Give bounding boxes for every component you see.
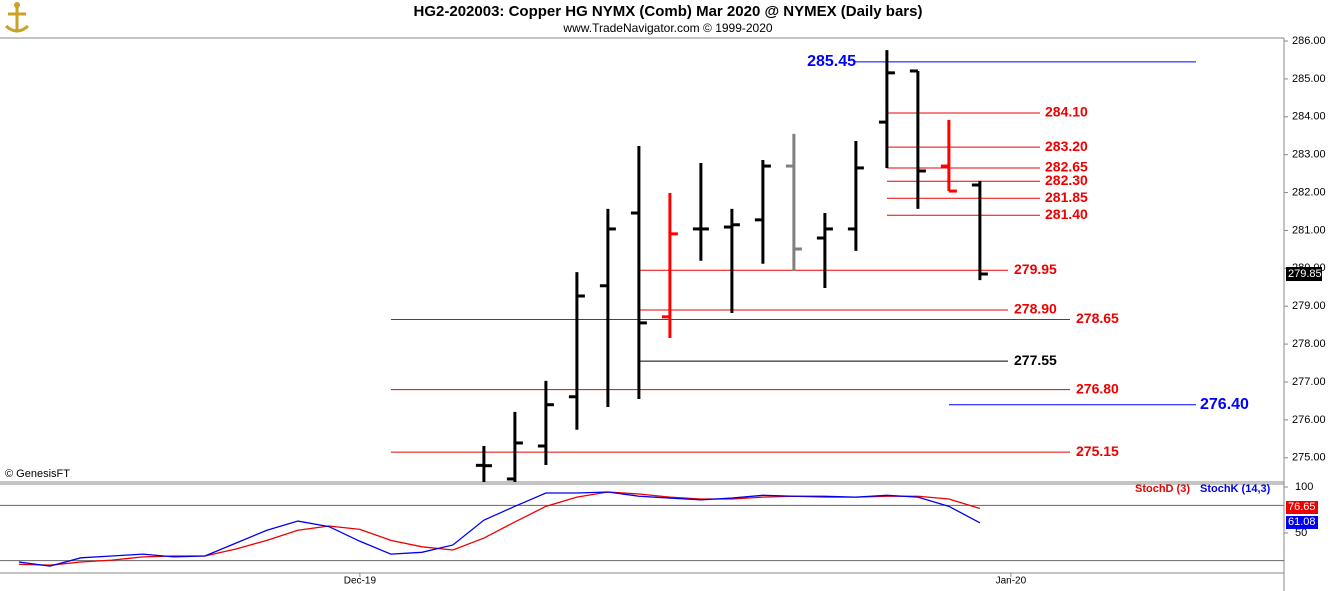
level-label: 284.10 [1045, 104, 1088, 120]
y-tick-label: 100 [1295, 481, 1313, 493]
level-label: 285.45 [807, 53, 856, 70]
level-label: 278.65 [1076, 310, 1119, 326]
chart-title: HG2-202003: Copper HG NYMX (Comb) Mar 20… [414, 3, 923, 20]
y-tick-label: 286.00 [1292, 35, 1326, 47]
level-label: 276.40 [1200, 396, 1249, 413]
level-label: 281.40 [1045, 206, 1088, 222]
level-label: 282.65 [1045, 159, 1088, 175]
level-label: 282.30 [1045, 172, 1088, 188]
level-label: 281.85 [1045, 189, 1088, 205]
y-tick-label: 278.00 [1292, 338, 1326, 350]
logo [4, 2, 30, 33]
stoch-value-label: 76.65 [1288, 501, 1316, 513]
y-tick-label: 277.00 [1292, 376, 1326, 388]
y-tick-label: 284.00 [1292, 111, 1326, 123]
last-price-box [1286, 267, 1322, 282]
x-tick-label: Dec-19 [344, 576, 377, 587]
y-tick-label: 285.00 [1292, 73, 1326, 85]
x-tick-label: Jan-20 [996, 576, 1027, 587]
y-tick-label: 276.00 [1292, 414, 1326, 426]
level-label: 279.95 [1014, 261, 1057, 277]
y-tick-label: 281.00 [1292, 224, 1326, 236]
stoch-value-label: 61.08 [1288, 516, 1316, 528]
y-tick-label: 279.00 [1292, 300, 1326, 312]
level-label: 278.90 [1014, 301, 1057, 317]
price-bars [475, 50, 988, 482]
y-tick-label: 283.00 [1292, 149, 1326, 161]
legend-entry: StochD (3) [1135, 483, 1190, 495]
last-price-label: 279.85 [1288, 268, 1322, 280]
level-label: 276.80 [1076, 380, 1119, 396]
y-tick-label: 50 [1295, 527, 1307, 539]
y-tick-label: 275.00 [1292, 452, 1326, 464]
stoch-value-box [1286, 501, 1318, 514]
stoch-line [18, 491, 981, 567]
stoch-line [18, 491, 981, 566]
legend-entry: StochK (14,3) [1200, 483, 1271, 495]
stoch-value-box [1286, 516, 1318, 529]
watermark: © GenesisFT [5, 468, 70, 480]
chart-subtitle: www.TradeNavigator.com © 1999-2020 [562, 21, 772, 35]
level-label: 283.20 [1045, 138, 1088, 154]
y-tick-label: 282.00 [1292, 186, 1326, 198]
level-label: 277.55 [1014, 352, 1057, 368]
level-label: 275.15 [1076, 443, 1119, 459]
